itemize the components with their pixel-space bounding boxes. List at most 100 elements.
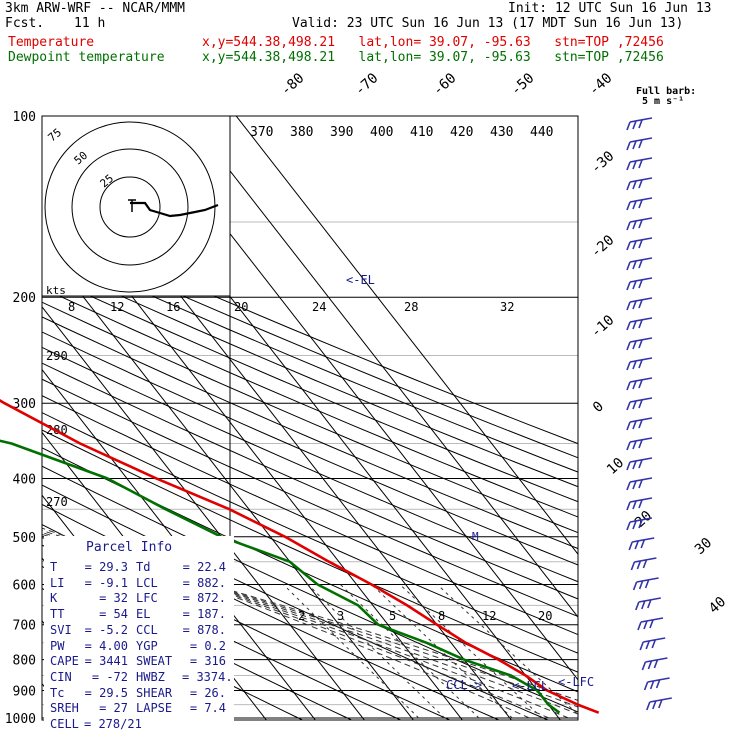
parcel-info-row: SVI = -5.2 CCL = 878. [50, 623, 226, 637]
parcel-info-title: Parcel Info [86, 540, 173, 555]
dry-adiabat-line [42, 378, 578, 618]
wind-barb-icon [626, 157, 653, 171]
wind-barb-icon [626, 497, 653, 511]
isotherm-line [0, 56, 2, 740]
isotherm-label: -80 [278, 70, 308, 99]
ccl-marker: CCL-> [446, 678, 482, 692]
parcel-param-label: EL [136, 607, 151, 622]
mixing-ratio-line [399, 584, 543, 719]
mixing-ratio-label: 8 [438, 609, 445, 623]
hodograph-speed-label: 16 [166, 300, 180, 314]
wind-barb-icon [626, 297, 653, 311]
parcel-param-label: CAPE [50, 654, 79, 669]
dry-adiabat-line [42, 465, 578, 713]
isotherm-label: 30 [692, 535, 715, 558]
parcel-param-value: = 3374. [182, 669, 233, 684]
parcel-param-value: = 872. [182, 591, 226, 606]
wind-barb-icon [626, 317, 653, 331]
pressure-tick-label: 800 [13, 654, 36, 669]
temperature-legend-info: x,y=544.38,498.21 lat,lon= 39.07, -95.63… [202, 35, 664, 50]
hodograph-speed-label: 20 [234, 300, 248, 314]
temperature-legend-label: Temperature [8, 35, 95, 50]
parcel-param-value: = 882. [182, 575, 226, 590]
isotherm-label: -20 [588, 232, 618, 261]
parcel-param-label: SVI [50, 622, 72, 637]
parcel-param-label: CELL [50, 717, 79, 731]
pressure-tick-label: 200 [13, 291, 36, 306]
wind-barb-icon [630, 557, 657, 571]
parcel-param-value: = 316 [189, 654, 226, 669]
parcel-param-value: = 878. [182, 622, 226, 637]
parcel-param-value: = 7.4 [189, 701, 226, 716]
wind-barb-icon [626, 217, 653, 231]
parcel-param-label: CIN [50, 669, 72, 684]
dry-adiabat-line [42, 301, 578, 534]
mixing-ratio-line [436, 584, 578, 716]
dry-adiabat-line [42, 395, 578, 636]
wind-barb-icon [626, 437, 653, 451]
theta-label: 290 [46, 349, 68, 363]
hodograph-speed-label: 28 [404, 300, 418, 314]
forecast-label: Fcst. [5, 16, 45, 31]
wind-barb-icon [635, 597, 661, 611]
dry-adiabat-label: 390 [330, 125, 353, 140]
hodograph-speed-label: 24 [312, 300, 326, 314]
parcel-param-value: = 187. [182, 607, 226, 622]
wind-barb-icon [646, 697, 672, 711]
pressure-tick-label: 700 [13, 619, 36, 634]
hodograph-ring [71, 148, 189, 266]
wind-barb-icon [639, 637, 666, 651]
hodograph-speed-label: 8 [68, 300, 75, 314]
wind-barb-icon [641, 657, 668, 671]
parcel-param-value: = 29.5 [84, 685, 128, 700]
parcel-info-row: PW = 4.00 YGP = 0.2 [50, 639, 226, 653]
dry-adiabat-label: 400 [370, 125, 393, 140]
wind-barb-icon [626, 237, 653, 251]
parcel-param-value: = 22.4 [182, 560, 226, 574]
dry-adiabat-line [42, 219, 578, 445]
parcel-info-row: T = 29.3 Td = 22.4 [50, 560, 226, 574]
mixing-ratio-label: 3 [337, 609, 344, 623]
dry-adiabat-label: 410 [410, 125, 433, 140]
wind-barb-icon [626, 337, 653, 351]
isotherm-label: 40 [706, 594, 729, 617]
hodograph-ring [99, 176, 161, 238]
wind-barb-icon [626, 117, 653, 131]
hodograph-panel [41, 115, 231, 297]
parcel-info-row: K = 32 LFC = 872. [50, 591, 226, 605]
parcel-info-row: CIN = -72 HWBZ = 3374. [50, 669, 233, 684]
parcel-info-row: TT = 54 EL = 187. [50, 607, 226, 621]
init-time: Init: 12 UTC Sun 16 Jun 13 [508, 1, 712, 16]
parcel-param-label: LCL [136, 575, 158, 590]
parcel-param-value: = 0.2 [189, 638, 226, 653]
parcel-param-label: YGP [136, 638, 158, 653]
dewpoint-legend-label: Dewpoint temperature [8, 50, 165, 65]
wind-barb-icon [626, 397, 653, 411]
dry-adiabat-line [42, 245, 578, 473]
wind-barb-icon [626, 177, 653, 191]
dry-adiabat-line [42, 232, 578, 459]
lcl-marker: <-LCL [512, 679, 548, 693]
model-title: 3km ARW-WRF -- NCAR/MMM [5, 1, 186, 16]
parcel-param-label: T [50, 560, 58, 574]
parcel-param-label: LI [50, 575, 65, 590]
dry-adiabat-line [42, 587, 304, 720]
parcel-param-value: = 278/21 [84, 717, 142, 731]
parcel-param-value: = 54 [99, 607, 128, 622]
m-marker: M [472, 530, 479, 543]
parcel-info-row: Tc = 29.5 SHEAR = 26. [50, 686, 226, 700]
wind-barb-icon [632, 577, 659, 591]
parcel-param-label: LAPSE [136, 701, 173, 716]
parcel-info-row: LI = -9.1 LCL = 882. [50, 576, 226, 590]
barb-units-label: 5 m s⁻¹ [642, 96, 684, 107]
el-marker: <-EL [346, 273, 375, 287]
pressure-tick-label: 400 [13, 472, 36, 487]
dry-adiabat-line [42, 362, 578, 600]
parcel-param-value: = -9.1 [84, 575, 128, 590]
wind-barb-icon [626, 457, 653, 471]
isotherm-label: -10 [588, 312, 618, 341]
plot-frame [41, 115, 579, 721]
parcel-info-box: Parcel Info T = 29.3 Td = 22.4 LI = -9.1 LCL = … [44, 536, 234, 731]
wind-barb-icon [626, 417, 653, 431]
dewpoint-legend-info: x,y=544.38,498.21 lat,lon= 39.07, -95.63… [202, 50, 664, 65]
